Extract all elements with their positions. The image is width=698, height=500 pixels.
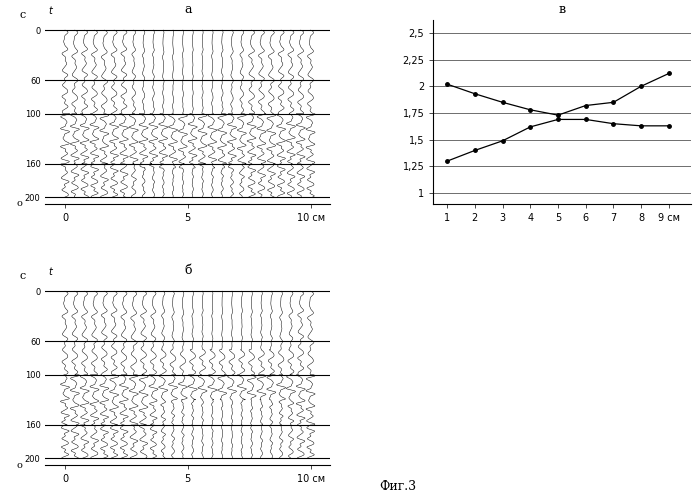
- Text: б: б: [184, 264, 191, 278]
- Text: о: о: [17, 200, 22, 208]
- Text: t: t: [48, 268, 52, 278]
- Text: с: с: [20, 271, 26, 281]
- Text: Фиг.3: Фиг.3: [379, 480, 417, 492]
- Text: с: с: [20, 10, 26, 20]
- Text: а: а: [184, 4, 191, 16]
- Text: t: t: [48, 6, 52, 16]
- Text: в: в: [558, 4, 565, 16]
- Text: о: о: [17, 460, 22, 469]
